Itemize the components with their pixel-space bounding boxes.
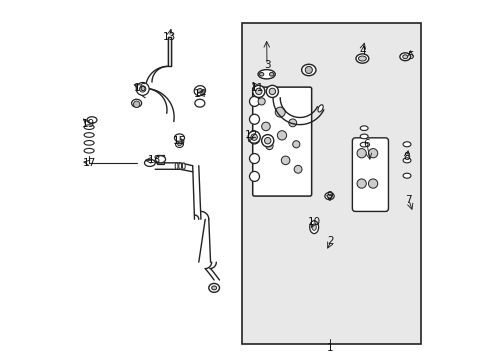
Ellipse shape [211,286,216,290]
Text: 11: 11 [250,83,263,93]
Text: 4: 4 [358,46,365,56]
Ellipse shape [131,99,142,107]
Bar [242,23,421,344]
Text: 18: 18 [147,156,161,165]
Ellipse shape [144,159,155,166]
Text: 19: 19 [81,118,95,129]
Ellipse shape [194,99,204,107]
Polygon shape [157,155,164,164]
Text: 9: 9 [325,191,332,201]
Ellipse shape [177,143,181,146]
Ellipse shape [360,126,367,131]
Text: 15: 15 [172,136,186,146]
Ellipse shape [252,85,264,98]
Ellipse shape [247,131,260,143]
Ellipse shape [175,141,183,148]
Ellipse shape [269,72,273,76]
Ellipse shape [249,96,259,107]
Circle shape [356,179,366,188]
Circle shape [261,122,270,131]
Ellipse shape [402,158,410,163]
Text: 7: 7 [405,195,411,204]
Ellipse shape [174,134,184,142]
Ellipse shape [266,85,278,98]
Ellipse shape [402,173,410,178]
Text: 3: 3 [263,60,270,70]
Circle shape [367,149,377,158]
FancyBboxPatch shape [352,138,387,211]
Ellipse shape [179,163,181,169]
Ellipse shape [317,105,323,112]
Text: 6: 6 [363,139,369,149]
Ellipse shape [358,56,366,61]
Ellipse shape [311,224,316,230]
Circle shape [305,66,312,73]
Ellipse shape [399,53,410,61]
Ellipse shape [155,156,165,163]
Ellipse shape [326,194,331,198]
Text: 13: 13 [163,32,176,42]
Circle shape [367,179,377,188]
Ellipse shape [197,89,202,93]
Ellipse shape [309,221,318,234]
FancyBboxPatch shape [252,87,311,196]
Ellipse shape [84,125,94,130]
Ellipse shape [324,193,333,200]
Ellipse shape [84,140,94,145]
Ellipse shape [87,117,97,123]
Ellipse shape [194,86,205,96]
Ellipse shape [208,283,219,292]
Text: 17: 17 [82,158,96,168]
Circle shape [277,131,286,140]
Text: 16: 16 [133,83,146,93]
Text: 2: 2 [327,237,334,247]
Circle shape [356,149,366,158]
Ellipse shape [261,135,273,147]
Ellipse shape [249,171,259,181]
Ellipse shape [249,114,259,124]
Text: 12: 12 [244,130,258,140]
Ellipse shape [258,69,275,79]
Circle shape [281,156,289,165]
Circle shape [275,107,285,117]
Ellipse shape [249,134,259,144]
Ellipse shape [402,55,407,59]
Ellipse shape [84,148,94,153]
Circle shape [258,98,264,105]
Text: 5: 5 [407,51,413,61]
Circle shape [133,101,140,108]
Circle shape [139,86,145,92]
Ellipse shape [250,134,257,140]
Circle shape [265,143,272,150]
Ellipse shape [182,163,185,169]
Ellipse shape [249,154,259,163]
Text: 10: 10 [307,217,320,227]
Ellipse shape [402,142,410,147]
Ellipse shape [360,134,367,139]
Text: 8: 8 [403,152,409,162]
Ellipse shape [268,88,275,95]
Circle shape [136,82,149,95]
Ellipse shape [255,88,262,95]
Ellipse shape [355,54,368,63]
Text: 14: 14 [194,89,207,99]
Ellipse shape [264,138,270,144]
Ellipse shape [259,72,263,76]
Ellipse shape [360,142,367,147]
Ellipse shape [84,133,94,137]
Ellipse shape [175,163,178,169]
Circle shape [292,141,299,148]
Polygon shape [167,37,171,66]
Text: 1: 1 [326,343,333,353]
Circle shape [294,165,302,173]
Ellipse shape [301,64,315,76]
Circle shape [288,119,296,127]
